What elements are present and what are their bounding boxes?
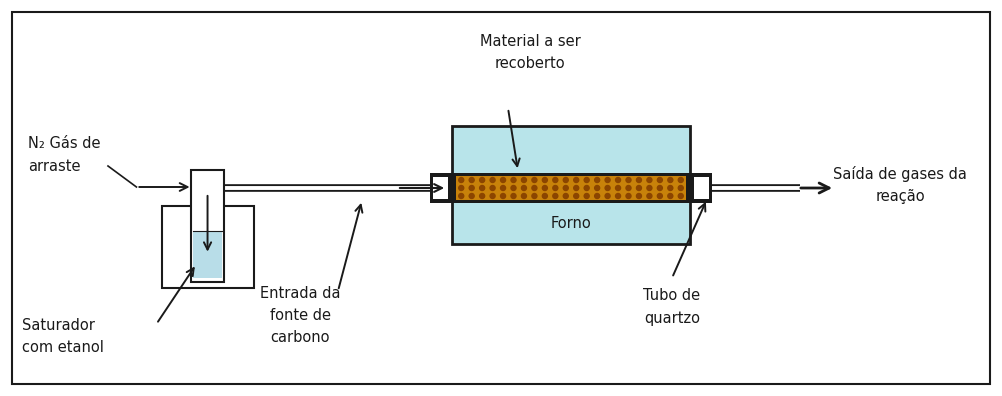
Circle shape [605, 177, 610, 183]
Text: com etanol: com etanol [22, 341, 104, 356]
Circle shape [542, 177, 547, 183]
Circle shape [553, 177, 558, 183]
Text: Saída de gases da: Saída de gases da [833, 166, 967, 182]
Circle shape [521, 194, 526, 198]
Circle shape [667, 194, 672, 198]
Circle shape [605, 194, 610, 198]
Circle shape [490, 194, 495, 198]
Bar [456, 176, 686, 200]
Bar [162, 206, 254, 288]
Text: recoberto: recoberto [495, 55, 565, 70]
Bar [433, 177, 448, 199]
Text: Forno: Forno [551, 217, 591, 232]
Circle shape [667, 185, 672, 190]
Circle shape [605, 185, 610, 190]
Bar [193, 231, 221, 278]
Circle shape [678, 177, 683, 183]
Circle shape [480, 194, 485, 198]
Circle shape [636, 185, 641, 190]
Circle shape [678, 194, 683, 198]
Circle shape [542, 194, 547, 198]
Circle shape [501, 177, 506, 183]
Circle shape [594, 177, 599, 183]
Circle shape [647, 194, 652, 198]
Circle shape [501, 194, 506, 198]
Circle shape [647, 177, 652, 183]
Text: fonte de: fonte de [270, 308, 331, 324]
Circle shape [574, 185, 579, 190]
Circle shape [532, 194, 537, 198]
Circle shape [574, 177, 579, 183]
Circle shape [584, 177, 589, 183]
Circle shape [521, 185, 526, 190]
Circle shape [480, 177, 485, 183]
Text: Material a ser: Material a ser [480, 34, 580, 48]
Circle shape [511, 177, 516, 183]
Circle shape [615, 185, 620, 190]
Circle shape [469, 177, 474, 183]
Circle shape [615, 194, 620, 198]
Circle shape [553, 185, 558, 190]
Circle shape [511, 185, 516, 190]
Circle shape [480, 185, 485, 190]
Text: carbono: carbono [271, 331, 330, 345]
Circle shape [636, 194, 641, 198]
Circle shape [626, 177, 631, 183]
Circle shape [563, 185, 568, 190]
Circle shape [584, 194, 589, 198]
Circle shape [626, 185, 631, 190]
Circle shape [667, 177, 672, 183]
Circle shape [594, 194, 599, 198]
Text: arraste: arraste [28, 158, 80, 173]
Text: N₂ Gás de: N₂ Gás de [28, 137, 100, 152]
Text: Entrada da: Entrada da [260, 286, 341, 301]
Circle shape [511, 194, 516, 198]
Circle shape [532, 177, 537, 183]
Text: Saturador: Saturador [22, 318, 95, 333]
Circle shape [521, 177, 526, 183]
Circle shape [657, 185, 662, 190]
Circle shape [584, 185, 589, 190]
Circle shape [459, 177, 464, 183]
Bar [430, 173, 712, 203]
Circle shape [626, 194, 631, 198]
Circle shape [563, 194, 568, 198]
Bar [694, 177, 709, 199]
Circle shape [574, 194, 579, 198]
Circle shape [615, 177, 620, 183]
Circle shape [532, 185, 537, 190]
Bar [191, 170, 223, 282]
Circle shape [542, 185, 547, 190]
Circle shape [657, 194, 662, 198]
Circle shape [636, 177, 641, 183]
Circle shape [469, 185, 474, 190]
Text: reação: reação [875, 188, 925, 204]
Circle shape [563, 177, 568, 183]
Circle shape [490, 177, 495, 183]
Circle shape [490, 185, 495, 190]
Text: quartzo: quartzo [644, 310, 700, 326]
Circle shape [678, 185, 683, 190]
Circle shape [501, 185, 506, 190]
Circle shape [647, 185, 652, 190]
Circle shape [594, 185, 599, 190]
Bar [452, 126, 690, 244]
Text: Tubo de: Tubo de [643, 289, 700, 303]
Circle shape [459, 185, 464, 190]
Circle shape [459, 194, 464, 198]
Circle shape [553, 194, 558, 198]
Circle shape [469, 194, 474, 198]
Circle shape [657, 177, 662, 183]
